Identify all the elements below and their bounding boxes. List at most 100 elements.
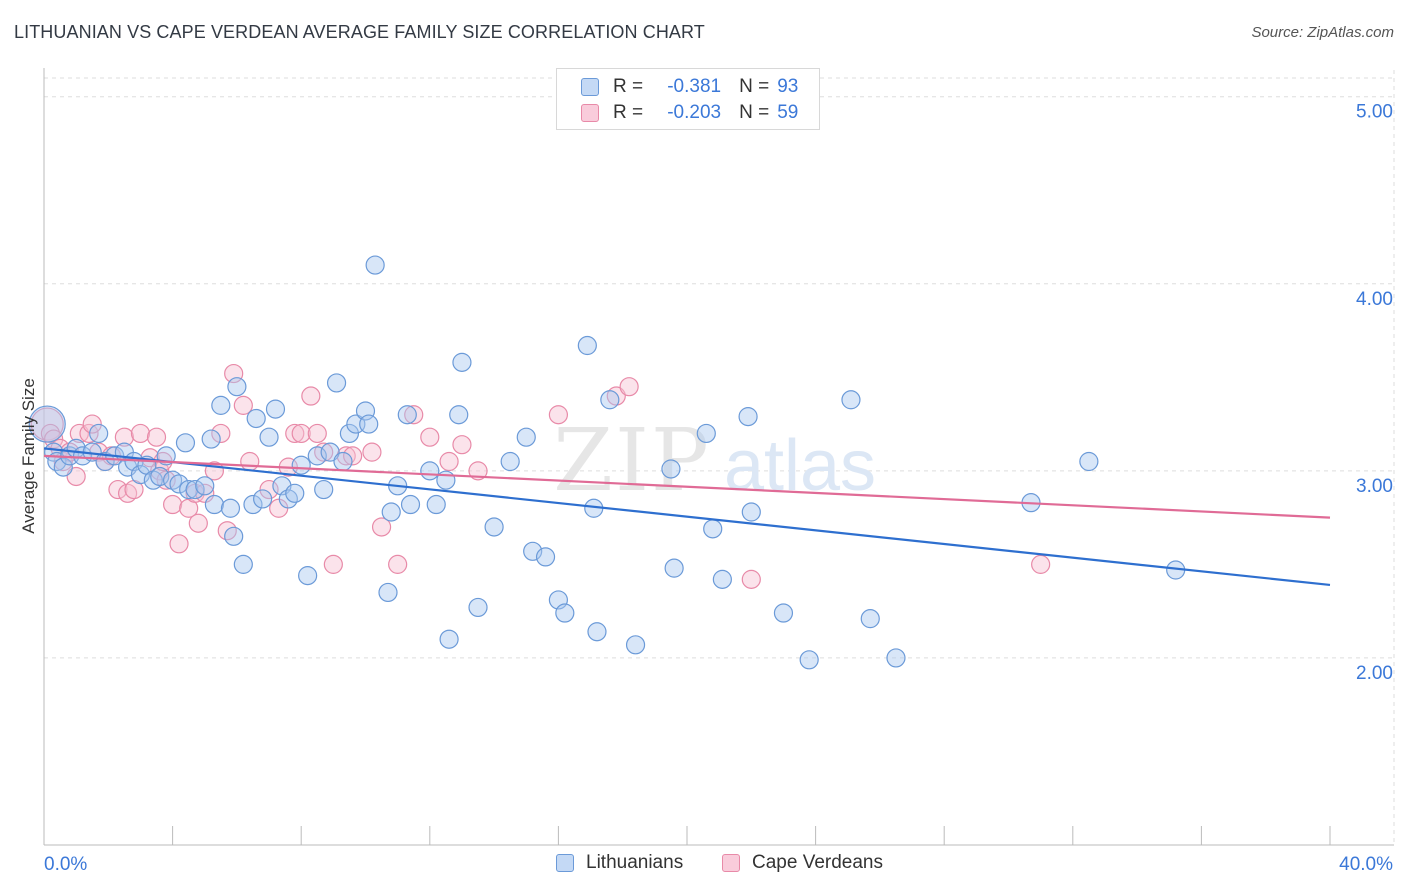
lithuanian-point (841, 390, 861, 410)
lithuanian-point (860, 609, 880, 629)
legend-n-label: N = (739, 102, 770, 123)
lithuanian-point (95, 451, 115, 472)
y-tick-label: 2.00 (1356, 663, 1393, 684)
lithuanian-point (339, 423, 360, 444)
watermark: ZIP atlas (553, 411, 876, 511)
lithuanian-point (712, 569, 732, 589)
cape-verdean-point (420, 427, 440, 447)
legend-r-label: R = (613, 102, 644, 123)
legend-row-lithuanians: R = -0.381 N = 93 (581, 74, 798, 100)
legend-swatch-cape-verdeans (581, 104, 599, 122)
lithuanian-point (201, 429, 221, 449)
lithuanian-point (535, 547, 556, 567)
lithuanian-point (426, 494, 446, 515)
lithuanian-point (224, 526, 244, 546)
lithuanian-point (227, 377, 247, 397)
lithuanian-point (179, 479, 199, 500)
cape-verdean-point (259, 479, 279, 500)
lithuanian-point (365, 255, 385, 275)
lithuanian-point (468, 597, 488, 618)
cape-verdean-point (163, 494, 183, 515)
lithuanian-point (1079, 451, 1099, 472)
lithuanian-point (246, 408, 266, 429)
legend-label-cape-verdeans: Cape Verdeans (752, 852, 883, 873)
lithuanian-point (400, 494, 421, 515)
cape-verdean-point (82, 414, 102, 434)
source-label: Source: ZipAtlas.com (1251, 24, 1394, 41)
legend-n-value: 93 (777, 76, 799, 97)
cape-verdean-point (307, 423, 327, 444)
cape-verdean-point (30, 407, 64, 441)
lithuanian-point (259, 427, 279, 447)
cape-verdean-point (452, 435, 472, 455)
cape-verdean-point (468, 461, 488, 481)
cape-verdean-point (388, 554, 408, 574)
legend-r-value: -0.381 (667, 76, 722, 97)
tick-labels: 2.00 3.00 4.00 5.00 0.0% 40.0% (44, 102, 1393, 875)
lithuanian-point (378, 582, 398, 603)
lithuanian-point (89, 423, 109, 444)
trend-line-cape-verdeans (43, 454, 1331, 519)
x-tick-label-max: 40.0% (1339, 854, 1393, 875)
lithuanian-point (661, 459, 681, 479)
cape-verdean-point (233, 395, 253, 415)
cape-verdean-point (741, 569, 761, 589)
chart-title: LITHUANIAN VS CAPE VERDEAN AVERAGE FAMIL… (14, 22, 705, 42)
lithuanian-point (233, 554, 253, 574)
lithuanian-point (439, 629, 459, 649)
lithuanian-point (326, 373, 347, 393)
lithuanian-point (500, 451, 520, 472)
y-tick-label: 3.00 (1356, 476, 1393, 497)
y-tick-label: 5.00 (1356, 102, 1393, 123)
legend-n-value: 59 (777, 102, 799, 123)
correlation-legend: R = -0.381 N = 93 R = -0.203 N = 59 (556, 68, 820, 130)
legend-swatch-cape-verdeans (722, 854, 740, 872)
lithuanian-point (555, 603, 575, 623)
lithuanian-point (738, 407, 758, 427)
lithuanian-point (265, 399, 286, 419)
lithuanian-point (220, 498, 241, 518)
cape-verdean-point (146, 427, 167, 447)
lithuanian-point (587, 622, 607, 642)
legend-item-lithuanians[interactable]: Lithuanians (556, 852, 683, 874)
lithuanian-point (243, 494, 263, 515)
series-legend: Lithuanians Cape Verdeans (0, 852, 1406, 876)
lithuanian-point (359, 414, 379, 434)
lithuanian-point (625, 635, 646, 655)
cape-verdean-point (40, 423, 61, 444)
cape-verdean-point (362, 442, 382, 462)
legend-item-cape-verdeans[interactable]: Cape Verdeans (722, 852, 883, 874)
lithuanian-point (195, 476, 215, 496)
lithuanian-point (185, 479, 205, 500)
cape-verdean-point (69, 423, 89, 444)
lithuanian-point (211, 395, 231, 415)
lithuanian-point (741, 502, 761, 522)
lithuanian-point (314, 479, 334, 500)
cape-verdean-point (89, 442, 109, 462)
cape-verdean-point (439, 451, 459, 472)
lithuanian-point (204, 494, 224, 515)
lithuanian-point (452, 352, 472, 372)
lithuanian-point (886, 648, 906, 668)
cape-verdean-point (291, 423, 311, 444)
lithuanian-point (696, 423, 716, 444)
cape-verdean-point (619, 377, 639, 397)
lithuanian-point (703, 519, 723, 539)
lithuanian-point (381, 502, 401, 522)
cape-verdean-point (108, 479, 128, 500)
trend-lines (43, 447, 1331, 587)
lithuanian-point (484, 517, 504, 537)
lithuanian-point (799, 650, 819, 670)
lithuanian-point (664, 558, 684, 578)
cape-verdean-point (188, 513, 208, 533)
cape-verdean-point (130, 423, 151, 444)
legend-r-label: R = (613, 76, 644, 97)
cape-verdean-point (169, 534, 189, 554)
lithuanian-point (397, 405, 417, 425)
y-tick-label: 4.00 (1356, 289, 1393, 310)
lithuanian-point (307, 446, 327, 466)
cape-verdean-point (323, 554, 343, 574)
lithuanian-point (298, 566, 318, 586)
cape-verdean-point (548, 405, 569, 425)
legend-r-value: -0.203 (667, 102, 722, 123)
